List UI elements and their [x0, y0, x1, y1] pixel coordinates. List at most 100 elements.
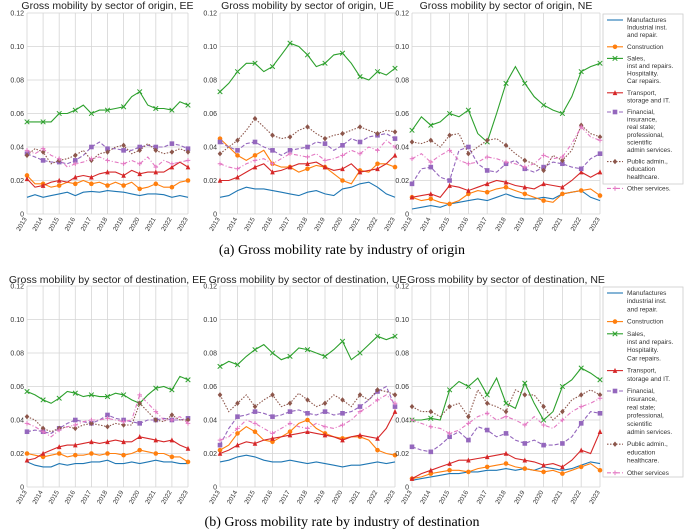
legend-marker — [612, 441, 618, 447]
data-point — [185, 417, 191, 423]
data-point — [88, 110, 95, 117]
data-point — [484, 411, 490, 416]
data-point — [305, 166, 310, 172]
x-tick-label: 2020 — [128, 216, 141, 232]
data-point — [484, 154, 490, 160]
y-tick-label: 0 — [20, 212, 24, 219]
data-point — [522, 157, 528, 164]
y-tick-label: 0.02 — [10, 178, 24, 185]
x-tick-label: 2013 — [400, 216, 413, 232]
data-point — [169, 437, 175, 443]
data-point — [169, 184, 175, 190]
legend-label: industrial inst. — [627, 298, 667, 305]
data-point — [578, 68, 584, 75]
data-point — [56, 110, 62, 117]
series-line — [411, 461, 601, 481]
data-point — [252, 115, 258, 122]
x-tick-label: 2013 — [400, 489, 413, 505]
y-tick-label: 0.02 — [10, 451, 24, 458]
data-point — [503, 431, 509, 436]
data-point — [428, 122, 434, 128]
data-point — [169, 141, 175, 146]
data-point — [357, 169, 363, 175]
data-point — [466, 144, 471, 150]
data-point — [374, 333, 381, 339]
x-tick-label: 2014 — [32, 216, 45, 232]
data-point — [235, 174, 240, 180]
data-point — [428, 196, 434, 202]
data-point — [522, 191, 528, 197]
x-tick-label: 2019 — [313, 489, 326, 505]
data-point — [24, 451, 30, 456]
data-point — [153, 437, 159, 443]
legend-label: Other services. — [627, 185, 671, 192]
legend-frame — [602, 13, 684, 185]
data-point — [522, 380, 528, 386]
data-point — [541, 153, 546, 158]
data-point — [305, 154, 310, 160]
data-point — [322, 409, 328, 414]
data-point — [522, 466, 528, 471]
data-point — [270, 435, 275, 441]
data-point — [305, 417, 310, 423]
data-point — [287, 409, 293, 414]
data-point — [305, 429, 310, 435]
data-point — [185, 445, 191, 451]
data-point — [185, 178, 191, 183]
data-point — [428, 449, 434, 455]
data-point — [374, 68, 381, 75]
data-point — [466, 421, 471, 426]
data-point — [409, 417, 415, 423]
data-point — [357, 392, 363, 398]
y-tick-label: 0.06 — [395, 111, 409, 118]
x-tick-label: 2015 — [48, 489, 61, 505]
data-point — [56, 156, 62, 162]
x-tick-label: 2023 — [383, 216, 396, 232]
data-point — [56, 177, 62, 183]
data-point — [120, 104, 127, 110]
data-point — [340, 411, 345, 416]
data-point — [409, 444, 415, 450]
legend-label: Transport, — [627, 368, 657, 375]
data-point — [392, 144, 398, 150]
x-tick-label: 2023 — [588, 489, 601, 505]
data-point — [447, 434, 452, 440]
data-point — [540, 417, 547, 423]
data-point — [322, 353, 328, 360]
legend-marker — [612, 388, 618, 394]
data-point — [392, 152, 398, 158]
data-point — [305, 144, 310, 150]
data-point — [340, 166, 345, 172]
data-point — [597, 392, 603, 398]
data-point — [560, 191, 565, 197]
chart-panel-destination-ee: Gross mobility by sector of destination,… — [9, 274, 206, 506]
data-point — [185, 377, 191, 383]
data-point — [484, 181, 490, 187]
x-tick-label: 2016 — [261, 489, 274, 505]
data-point — [121, 148, 126, 153]
data-point — [484, 400, 490, 406]
data-point — [357, 350, 363, 356]
legend-marker — [612, 186, 618, 191]
x-tick-label: 2015 — [243, 216, 256, 232]
y-tick-label: 0.08 — [395, 351, 409, 358]
data-point — [137, 144, 142, 150]
y-tick-label: 0.02 — [395, 451, 409, 458]
x-tick-label: 2017 — [278, 216, 291, 232]
data-point — [105, 412, 110, 418]
x-tick-label: 2018 — [296, 489, 309, 505]
y-tick-label: 0.10 — [395, 44, 409, 51]
data-point — [503, 80, 509, 87]
data-point — [322, 400, 328, 406]
data-point — [185, 146, 191, 151]
data-point — [217, 139, 223, 145]
y-tick-label: 0.12 — [395, 284, 409, 291]
data-point — [428, 467, 434, 473]
data-point — [120, 392, 127, 398]
data-point — [540, 102, 547, 108]
data-point — [375, 447, 380, 453]
data-point — [137, 161, 142, 167]
caption-b: (b) Gross mobility rate by industry of d… — [205, 515, 480, 530]
data-point — [357, 73, 363, 80]
x-tick-label: 2016 — [261, 216, 274, 232]
